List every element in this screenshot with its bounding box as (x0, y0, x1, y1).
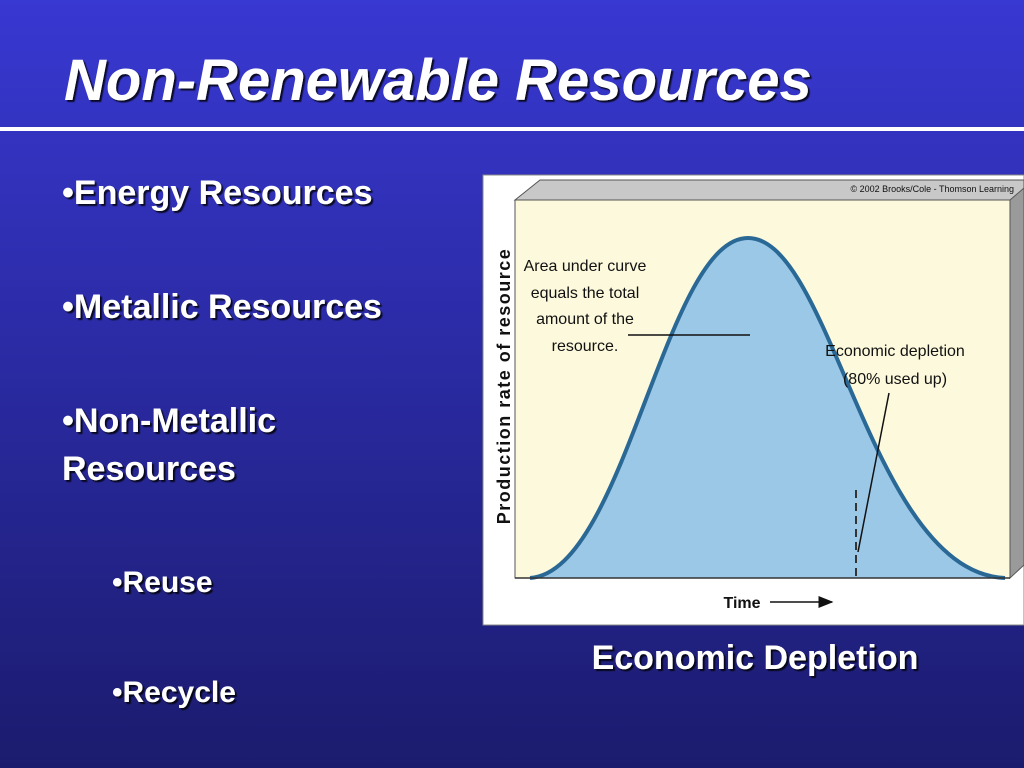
figure-caption: Economic Depletion (592, 639, 919, 677)
box-side (1009, 187, 1024, 580)
annotation: (80% used up) (843, 371, 947, 388)
x-axis-label: Time (723, 595, 760, 612)
annotation: Area under curve (524, 258, 647, 275)
bullet: Resources (62, 450, 236, 488)
bullet: •Energy Resources (62, 174, 372, 212)
curve-area (530, 238, 1005, 578)
annotation: equals the total (531, 285, 640, 302)
annotation: Economic depletion (825, 343, 965, 360)
sub-bullet: •Reuse (112, 566, 213, 599)
curve (529, 235, 1006, 580)
copyright: © 2002 Brooks/Cole - Thomson Learning (850, 184, 1014, 194)
title-rule (0, 127, 1024, 131)
sub-bullet: •Recycle (112, 676, 236, 709)
annotation: resource. (552, 338, 619, 355)
leader-line (857, 392, 890, 553)
bullet: •Non-Metallic (62, 402, 276, 440)
figure: © 2002 Brooks/Cole - Thomson Learning Pr… (482, 174, 1024, 626)
title: Non-Renewable Resources (64, 48, 812, 113)
bullet: •Metallic Resources (62, 288, 382, 326)
y-axis-label: Production rate of resource (494, 248, 514, 525)
annotation: amount of the (536, 311, 634, 328)
